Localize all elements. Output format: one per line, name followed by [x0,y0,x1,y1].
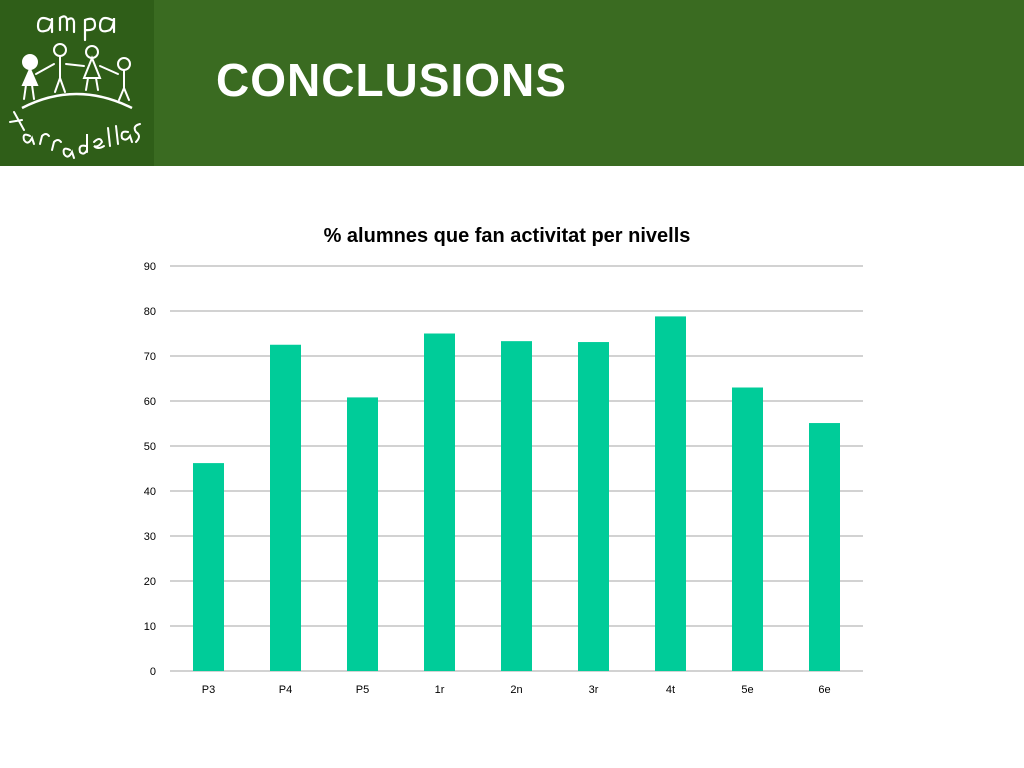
ampa-tarradellas-logo [0,0,154,166]
y-tick-label: 80 [144,306,156,318]
x-tick-label: P3 [202,684,215,696]
bar-3r [578,342,609,671]
bar-2n [501,341,532,671]
bar-4t [655,316,686,671]
x-tick-label: 4t [666,684,675,696]
bar-p3 [193,463,224,671]
bar-p5 [347,397,378,671]
y-tick-label: 70 [144,351,156,363]
y-tick-label: 90 [144,261,156,273]
x-tick-label: 1r [435,684,445,696]
bar-1r [424,333,455,671]
y-tick-label: 50 [144,441,156,453]
y-tick-label: 10 [144,621,156,633]
x-tick-label: 2n [510,684,522,696]
y-tick-label: 30 [144,531,156,543]
chart-title: % alumnes que fan activitat per nivells [324,225,691,247]
x-tick-label: 5e [741,684,753,696]
slide-title: CONCLUSIONS [216,54,567,106]
logo-icon [9,15,141,159]
y-tick-label: 60 [144,396,156,408]
y-tick-label: 0 [150,666,156,678]
slide-header: CONCLUSIONS [0,0,1024,166]
x-tick-label: 6e [818,684,830,696]
x-tick-label: P4 [279,684,292,696]
bar-p4 [270,344,301,671]
x-tick-label: 3r [589,684,599,696]
x-tick-label: P5 [356,684,369,696]
bars [193,316,840,671]
bar-5e [732,387,763,671]
bar-6e [809,423,840,671]
y-tick-label: 40 [144,486,156,498]
x-axis-tick-labels: P3 P4 P5 1r 2n 3r 4t 5e 6e [202,684,831,696]
y-axis-tick-labels: 0 10 20 30 40 50 60 70 80 90 [144,261,156,678]
y-tick-label: 20 [144,576,156,588]
